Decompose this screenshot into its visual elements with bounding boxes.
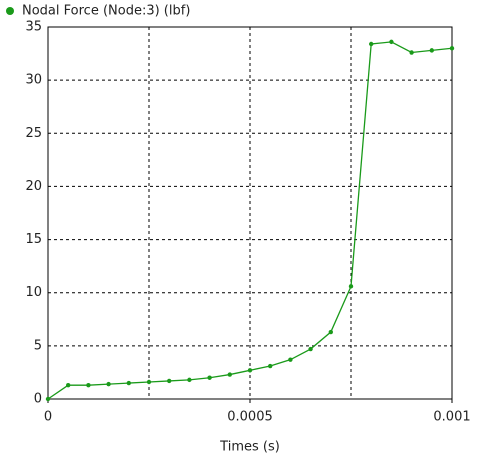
- x-tick-label: 0.0005: [227, 410, 273, 425]
- data-point: [268, 363, 273, 369]
- y-tick-label: 35: [25, 20, 42, 35]
- y-tick-label: 20: [25, 179, 42, 194]
- legend-label: Nodal Force (Node:3) (lbf): [22, 4, 190, 19]
- y-tick-label: 5: [34, 338, 42, 353]
- data-point: [429, 48, 434, 53]
- x-axis-label: Times (s): [219, 440, 280, 455]
- data-point: [66, 382, 71, 388]
- data-point: [247, 368, 253, 373]
- x-tick-label: 0.001: [433, 410, 470, 425]
- data-point: [86, 382, 91, 388]
- data-point: [449, 46, 455, 51]
- data-point: [207, 375, 212, 380]
- y-tick-label: 15: [25, 232, 42, 247]
- data-point: [146, 379, 152, 385]
- data-point: [167, 378, 172, 384]
- data-point: [126, 380, 131, 386]
- data-point: [45, 396, 51, 402]
- data-point: [409, 50, 414, 55]
- legend-marker: [6, 7, 14, 15]
- data-point: [348, 284, 354, 289]
- y-tick-label: 30: [25, 73, 42, 88]
- data-point: [106, 381, 111, 387]
- data-point: [288, 357, 293, 362]
- data-point: [308, 346, 313, 352]
- y-tick-label: 10: [25, 285, 42, 300]
- data-point: [227, 372, 232, 377]
- x-tick-label: 0: [44, 410, 52, 425]
- data-point: [187, 377, 192, 383]
- y-tick-label: 25: [25, 126, 42, 141]
- plot-frame: [47, 26, 453, 400]
- data-point: [389, 39, 394, 45]
- data-point: [369, 41, 374, 47]
- data-point: [328, 329, 333, 335]
- y-tick-label: 0: [34, 392, 42, 407]
